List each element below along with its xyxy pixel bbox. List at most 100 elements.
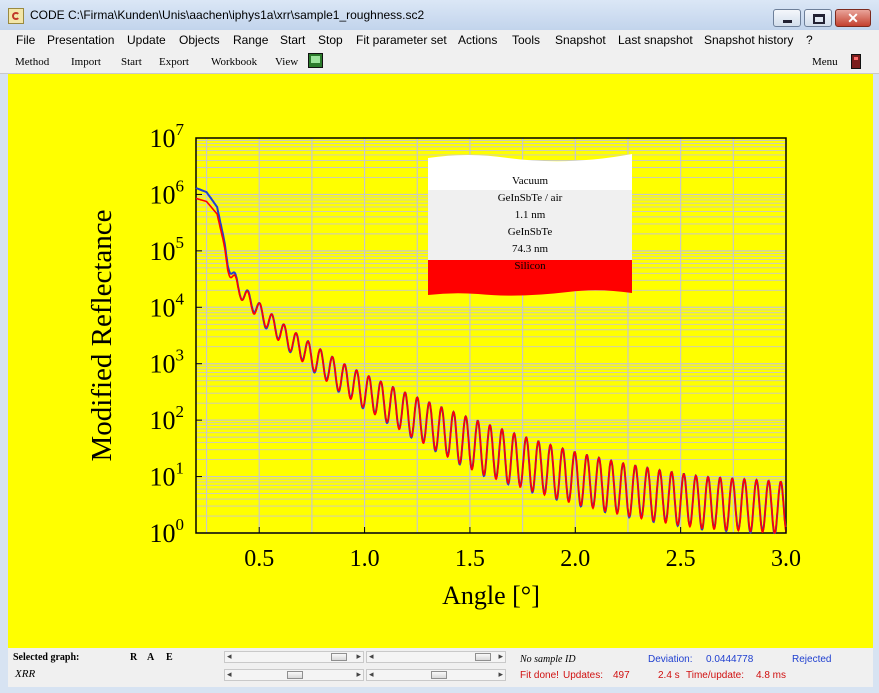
- y-tick-exponent: 4: [176, 289, 185, 308]
- layer-top: [428, 190, 632, 225]
- elapsed-time: 2.4 s: [658, 670, 680, 681]
- y-tick-base: 10: [150, 406, 176, 435]
- plot-frame: [195, 137, 787, 534]
- menu-snapshot[interactable]: Snapshot: [555, 33, 606, 47]
- y-tick-label: 103: [150, 346, 185, 379]
- y-tick-base: 10: [150, 463, 176, 492]
- scrollbar-thumb[interactable]: [431, 671, 447, 679]
- y-tick-label: 101: [150, 459, 185, 492]
- layer-label: 74.3 nm: [512, 243, 549, 255]
- layer-label: GeInSbTe / air: [498, 192, 563, 204]
- y-tick-label: 106: [150, 176, 185, 209]
- menu-start[interactable]: Start: [280, 33, 306, 47]
- scrollbar-thumb[interactable]: [331, 653, 347, 661]
- scrollbar-3[interactable]: ◂ ▸: [224, 669, 364, 681]
- y-tick-exponent: 7: [176, 120, 185, 139]
- toolbar-import[interactable]: Import: [71, 56, 101, 68]
- scroll-right-icon[interactable]: ▸: [356, 669, 361, 679]
- scroll-right-icon[interactable]: ▸: [356, 651, 361, 661]
- window-title: CODE C:\Firma\Kunden\Unis\aachen\iphys1a…: [30, 8, 425, 22]
- flag-r-button[interactable]: R: [130, 652, 138, 663]
- menu-bar: File Presentation Update Objects Range S…: [0, 30, 879, 51]
- maximize-button[interactable]: [804, 9, 832, 27]
- close-button[interactable]: ✕: [835, 9, 871, 27]
- scrollbar-2[interactable]: ◂ ▸: [366, 651, 506, 663]
- x-tick-label: 2.0: [560, 546, 590, 572]
- y-tick-base: 10: [150, 350, 176, 379]
- menu-actions[interactable]: Actions: [458, 33, 498, 47]
- toolbar-view[interactable]: View: [275, 56, 299, 68]
- x-axis-label: Angle [°]: [442, 581, 540, 610]
- deviation-value: 0.0444778: [706, 654, 754, 665]
- layer-label: GeInSbTe: [508, 226, 553, 238]
- menu-fit-parameter-set[interactable]: Fit parameter set: [356, 33, 447, 47]
- layer-film: [428, 225, 632, 260]
- scroll-right-icon[interactable]: ▸: [498, 669, 503, 679]
- layer-stack-diagram[interactable]: Vacuum GeInSbTe / air 1.1 nm GeInSbTe 74.3 n…: [428, 154, 632, 296]
- scroll-left-icon[interactable]: ◂: [227, 651, 232, 661]
- monitor-icon[interactable]: [308, 53, 323, 68]
- fit-done-status: Fit done!: [520, 670, 559, 681]
- x-tick-label: 3.0: [771, 546, 801, 572]
- menu-help[interactable]: ?: [806, 33, 813, 47]
- reflectance-chart[interactable]: 0.5 1.0 1.5 2.0 2.5 3.01001011021031041051061…: [8, 74, 873, 648]
- y-tick-exponent: 5: [176, 233, 185, 252]
- x-tick-label: 0.5: [244, 546, 274, 572]
- y-tick-label: 104: [150, 289, 185, 322]
- updates-value: 497: [613, 670, 630, 681]
- time-per-update-label: Time/update:: [686, 670, 744, 681]
- scrollbar-4[interactable]: ◂ ▸: [366, 669, 506, 681]
- menu-file[interactable]: File: [16, 33, 36, 47]
- y-tick-exponent: 6: [176, 176, 185, 195]
- toolbar-method[interactable]: Method: [15, 56, 50, 68]
- plot-area[interactable]: 0.5 1.0 1.5 2.0 2.5 3.0 100 101 102 103 104 105 106 1…: [8, 74, 873, 648]
- y-tick-label: 102: [150, 402, 185, 435]
- scroll-left-icon[interactable]: ◂: [227, 669, 232, 679]
- layer-label: Vacuum: [512, 175, 548, 187]
- minimize-icon: [774, 10, 800, 26]
- app-icon[interactable]: [8, 8, 24, 24]
- selected-graph-label: Selected graph:: [13, 652, 80, 663]
- x-tick-label: 1.0: [350, 546, 380, 572]
- y-tick-base: 10: [150, 124, 176, 153]
- title-bar[interactable]: CODE C:\Firma\Kunden\Unis\aachen\iphys1a…: [0, 0, 879, 30]
- toolbar-menu[interactable]: Menu: [812, 56, 838, 68]
- minimize-button[interactable]: [773, 9, 801, 27]
- selected-graph-name: XRR: [15, 668, 36, 680]
- y-tick-exponent: 0: [176, 515, 185, 534]
- menu-presentation[interactable]: Presentation: [47, 33, 115, 47]
- scrollbar-thumb[interactable]: [287, 671, 303, 679]
- y-tick-base: 10: [150, 180, 176, 209]
- y-tick-base: 10: [150, 237, 176, 266]
- layer-substrate: [428, 260, 632, 296]
- menu-objects[interactable]: Objects: [179, 33, 220, 47]
- scroll-right-icon[interactable]: ▸: [498, 651, 503, 661]
- menu-update[interactable]: Update: [127, 33, 166, 47]
- flag-e-button[interactable]: E: [166, 652, 173, 663]
- updates-label: Updates:: [563, 670, 604, 681]
- y-tick-label: 107: [150, 120, 185, 153]
- status-bar: Selected graph: R A E XRR ◂ ▸ ◂ ▸ ◂ ▸ ◂ …: [8, 648, 873, 687]
- menu-icon[interactable]: [851, 54, 861, 69]
- menu-range[interactable]: Range: [233, 33, 269, 47]
- toolbar-export[interactable]: Export: [159, 56, 189, 68]
- menu-snapshot-history[interactable]: Snapshot history: [704, 33, 794, 47]
- scrollbar-thumb[interactable]: [475, 653, 491, 661]
- series-line-1: [195, 197, 787, 535]
- menu-tools[interactable]: Tools: [512, 33, 541, 47]
- scroll-left-icon[interactable]: ◂: [369, 651, 374, 661]
- flag-a-button[interactable]: A: [147, 652, 155, 663]
- scrollbar-1[interactable]: ◂ ▸: [224, 651, 364, 663]
- y-axis-label: Modified Reflectance: [86, 209, 118, 461]
- menu-last-snapshot[interactable]: Last snapshot: [618, 33, 693, 47]
- sample-id: No sample ID: [520, 654, 576, 665]
- deviation-label: Deviation:: [648, 654, 693, 665]
- menu-stop[interactable]: Stop: [318, 33, 343, 47]
- scroll-left-icon[interactable]: ◂: [369, 669, 374, 679]
- toolbar-workbook[interactable]: Workbook: [211, 56, 258, 68]
- x-tick-label: 1.5: [455, 546, 485, 572]
- y-tick-label: 100: [150, 515, 185, 548]
- maximize-icon: [805, 10, 831, 26]
- toolbar-start[interactable]: Start: [121, 56, 142, 68]
